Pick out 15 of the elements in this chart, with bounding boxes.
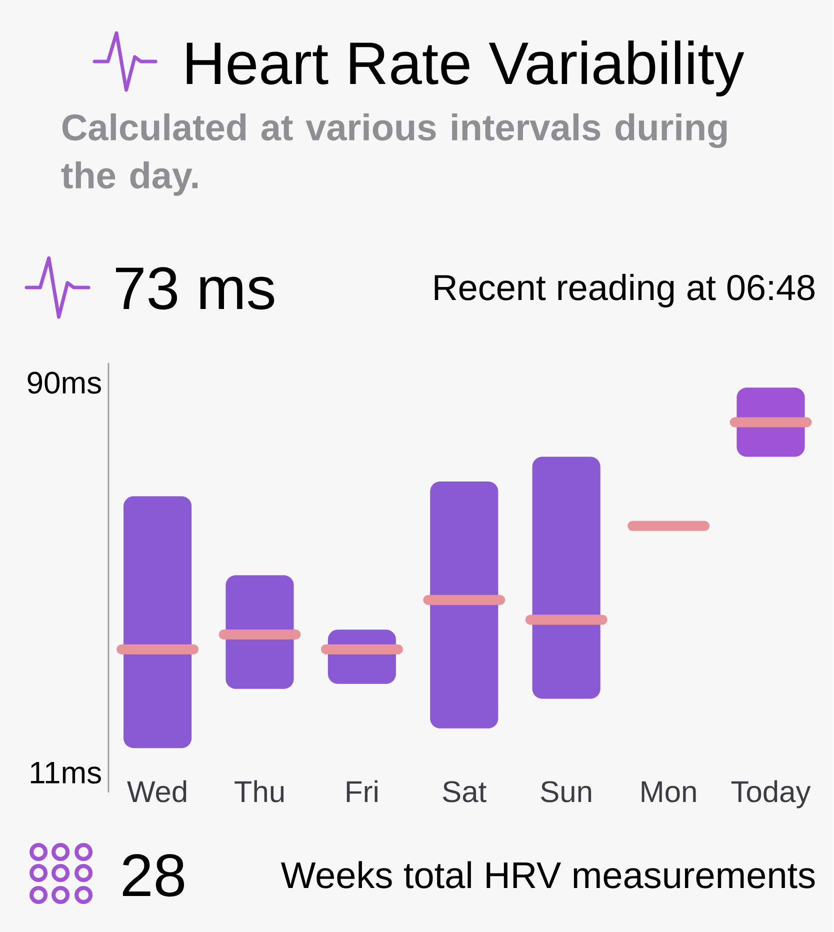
chart-subtitle: Calculated at various intervals during the day.: [62, 113, 727, 196]
x-tick-label: Fri: [347, 780, 378, 802]
text: Recent reading at 06:48: [435, 274, 815, 308]
chart-title: Heart Rate Variability: [187, 40, 744, 96]
x-tick-label: Thu: [234, 780, 284, 802]
text: 28: [123, 854, 184, 897]
text: Weeks total HRV measurements: [281, 861, 815, 888]
text: 73 ms: [116, 267, 274, 310]
x-tick-label: Sat: [443, 781, 487, 802]
x-tick-label: Sun: [541, 781, 592, 802]
x-tick-label: Mon: [642, 781, 696, 802]
y-tick-label: 11ms: [31, 762, 102, 784]
x-tick-label: Wed: [127, 780, 186, 802]
y-tick-label: 90ms: [28, 372, 102, 394]
x-tick-label: Today: [732, 780, 811, 808]
